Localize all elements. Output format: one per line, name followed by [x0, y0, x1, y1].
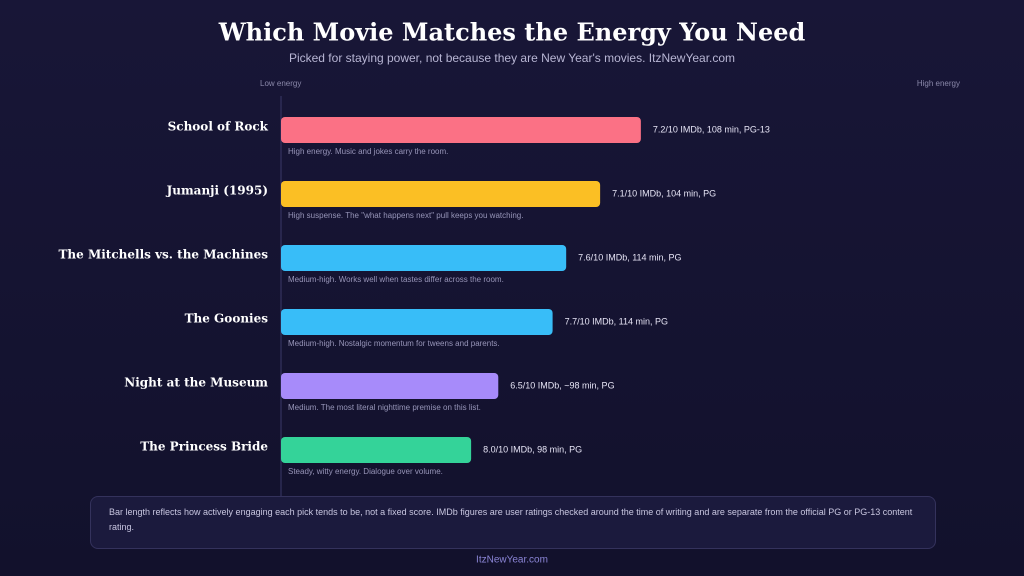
axis-high-label: High energy [917, 79, 960, 88]
bar [281, 437, 472, 463]
bar [281, 181, 601, 207]
category-label: The Mitchells vs. the Machines [59, 248, 269, 262]
bar [281, 373, 499, 399]
bar-note: Medium. The most literal nighttime premi… [288, 403, 481, 412]
axis-low-label: Low energy [260, 79, 301, 88]
bar-note: High energy. Music and jokes carry the r… [288, 147, 448, 156]
bar-detail: 6.5/10 IMDb, ~98 min, PG [510, 380, 614, 390]
footer: ItzNewYear.com [476, 555, 548, 566]
bar-detail: 7.1/10 IMDb, 104 min, PG [612, 188, 716, 198]
bar-note: High suspense. The "what happens next" p… [288, 211, 523, 220]
bar-detail: 8.0/10 IMDb, 98 min, PG [483, 444, 582, 454]
bar-detail: 7.7/10 IMDb, 114 min, PG [565, 316, 668, 326]
footnote: Bar length reflects how actively engagin… [90, 496, 936, 549]
category-label: The Princess Bride [140, 440, 268, 454]
chart-title: Which Movie Matches the Energy You Need [218, 18, 806, 47]
chart-subtitle: Picked for staying power, not because th… [289, 51, 735, 65]
bar-detail: 7.2/10 IMDb, 108 min, PG-13 [653, 124, 770, 134]
category-label: School of Rock [168, 120, 269, 134]
bar [281, 245, 567, 271]
category-label: The Goonies [185, 312, 269, 326]
bar-note: Medium-high. Nostalgic momentum for twee… [288, 339, 500, 348]
category-label: Jumanji (1995) [166, 184, 268, 198]
bar-note: Steady, witty energy. Dialogue over volu… [288, 467, 443, 476]
bar-detail: 7.6/10 IMDb, 114 min, PG [578, 252, 681, 262]
bar [281, 117, 641, 143]
bar-note: Medium-high. Works well when tastes diff… [288, 275, 504, 284]
bar [281, 309, 553, 335]
category-label: Night at the Museum [124, 376, 268, 390]
